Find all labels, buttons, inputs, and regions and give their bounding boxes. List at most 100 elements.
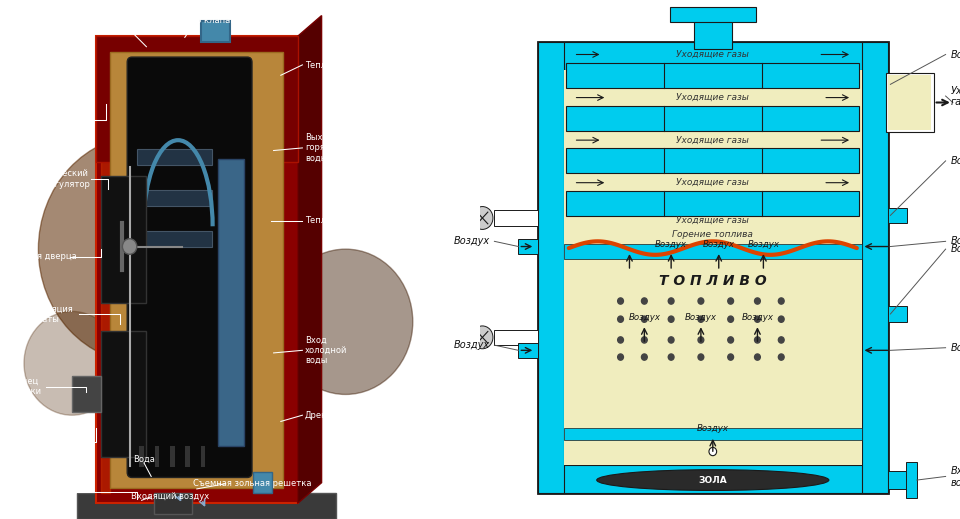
Text: Воздух: Воздух <box>684 313 717 322</box>
Bar <box>137 190 211 206</box>
Circle shape <box>617 298 623 304</box>
Text: Воздух: Воздух <box>453 340 490 350</box>
Circle shape <box>38 135 250 363</box>
Circle shape <box>123 239 137 254</box>
Text: Теплоизоляция: Теплоизоляция <box>305 60 372 70</box>
Bar <box>564 70 861 465</box>
Circle shape <box>278 249 413 394</box>
Circle shape <box>698 354 704 360</box>
Circle shape <box>668 298 674 304</box>
FancyBboxPatch shape <box>127 57 252 477</box>
Bar <box>566 106 859 131</box>
Circle shape <box>641 298 647 304</box>
Bar <box>155 446 159 467</box>
Text: Вода: Вода <box>950 156 960 166</box>
Text: Термостатический
тяговый регулятор: Термостатический тяговый регулятор <box>5 169 89 189</box>
Text: Воздух: Воздух <box>741 313 774 322</box>
Bar <box>96 36 298 162</box>
Bar <box>518 343 538 358</box>
Bar <box>77 493 336 519</box>
Text: Уходящие газы: Уходящие газы <box>677 135 749 145</box>
Bar <box>170 446 175 467</box>
Bar <box>137 149 211 165</box>
Circle shape <box>779 337 784 343</box>
Bar <box>538 42 888 493</box>
Bar <box>494 330 538 345</box>
Text: Воздух: Воздух <box>950 236 960 247</box>
Circle shape <box>698 298 704 304</box>
Circle shape <box>755 316 760 322</box>
Text: Теплоизоляция
из мин.ваты: Теплоизоляция из мин.ваты <box>5 304 73 324</box>
Text: Устройство от
закипания: Устройство от закипания <box>77 13 139 33</box>
Circle shape <box>668 337 674 343</box>
Text: Нагнетательный
канал: Нагнетательный канал <box>5 482 80 502</box>
Text: Уходящие газы: Уходящие газы <box>677 50 749 59</box>
Text: Втулка для сенсора
подрывного клапана: Втулка для сенсора подрывного клапана <box>148 6 241 25</box>
Circle shape <box>641 337 647 343</box>
Bar <box>693 10 732 49</box>
Circle shape <box>641 316 647 322</box>
Bar <box>110 52 283 488</box>
Bar <box>137 231 211 247</box>
Circle shape <box>779 354 784 360</box>
Bar <box>72 376 101 412</box>
Circle shape <box>708 447 716 456</box>
Bar <box>566 148 859 173</box>
Text: Теплообменник: Теплообменник <box>305 216 374 225</box>
Ellipse shape <box>597 470 828 490</box>
Circle shape <box>698 316 704 322</box>
Text: Горение топлива: Горение топлива <box>672 230 754 239</box>
Circle shape <box>641 354 647 360</box>
Circle shape <box>728 354 733 360</box>
Text: ЗОЛА: ЗОЛА <box>699 475 727 485</box>
Text: Воздух: Воздух <box>950 343 960 353</box>
Bar <box>564 244 861 259</box>
Circle shape <box>728 337 733 343</box>
FancyBboxPatch shape <box>96 36 298 503</box>
Text: Уходящие
газы: Уходящие газы <box>950 85 960 107</box>
Bar <box>564 428 861 440</box>
Circle shape <box>728 316 733 322</box>
Circle shape <box>755 337 760 343</box>
Text: Входящий воздух: Входящий воздух <box>132 492 209 501</box>
Text: Фланец
горелки: Фланец горелки <box>5 377 40 397</box>
Circle shape <box>24 311 120 415</box>
Text: Нижняя
дверца: Нижняя дверца <box>5 432 39 452</box>
Text: Воздух: Воздух <box>655 240 687 249</box>
Bar <box>201 446 205 467</box>
Bar <box>185 446 190 467</box>
Circle shape <box>755 354 760 360</box>
Text: Воздух: Воздух <box>453 236 490 247</box>
Bar <box>219 159 244 446</box>
Bar <box>538 465 888 493</box>
Text: Воздух: Воздух <box>629 313 660 322</box>
Bar <box>566 191 859 216</box>
Bar <box>253 472 273 493</box>
Text: Уходящие газы: Уходящие газы <box>677 178 749 187</box>
Text: Уходящие газы: Уходящие газы <box>677 93 749 102</box>
Bar <box>885 73 933 132</box>
Bar <box>494 210 538 226</box>
Bar <box>888 306 907 322</box>
Text: Воздух: Воздух <box>697 425 729 433</box>
Bar <box>888 77 907 92</box>
Text: Дренаж: Дренаж <box>305 411 340 420</box>
Circle shape <box>779 298 784 304</box>
Bar <box>906 462 917 498</box>
Bar <box>566 63 859 88</box>
Bar <box>101 176 147 303</box>
Text: Вода: Вода <box>950 244 960 254</box>
Bar <box>888 208 907 223</box>
Circle shape <box>617 354 623 360</box>
Bar <box>538 42 888 70</box>
Bar <box>101 331 147 457</box>
Text: Воздух: Воздух <box>748 240 780 249</box>
Circle shape <box>728 298 733 304</box>
Circle shape <box>471 326 493 349</box>
Circle shape <box>668 354 674 360</box>
Text: Уходящие газы: Уходящие газы <box>677 216 749 225</box>
Text: Вход
воды: Вход воды <box>950 466 960 487</box>
Bar <box>154 493 192 514</box>
Bar <box>538 42 564 493</box>
Text: Т О П Л И В О: Т О П Л И В О <box>659 275 767 288</box>
